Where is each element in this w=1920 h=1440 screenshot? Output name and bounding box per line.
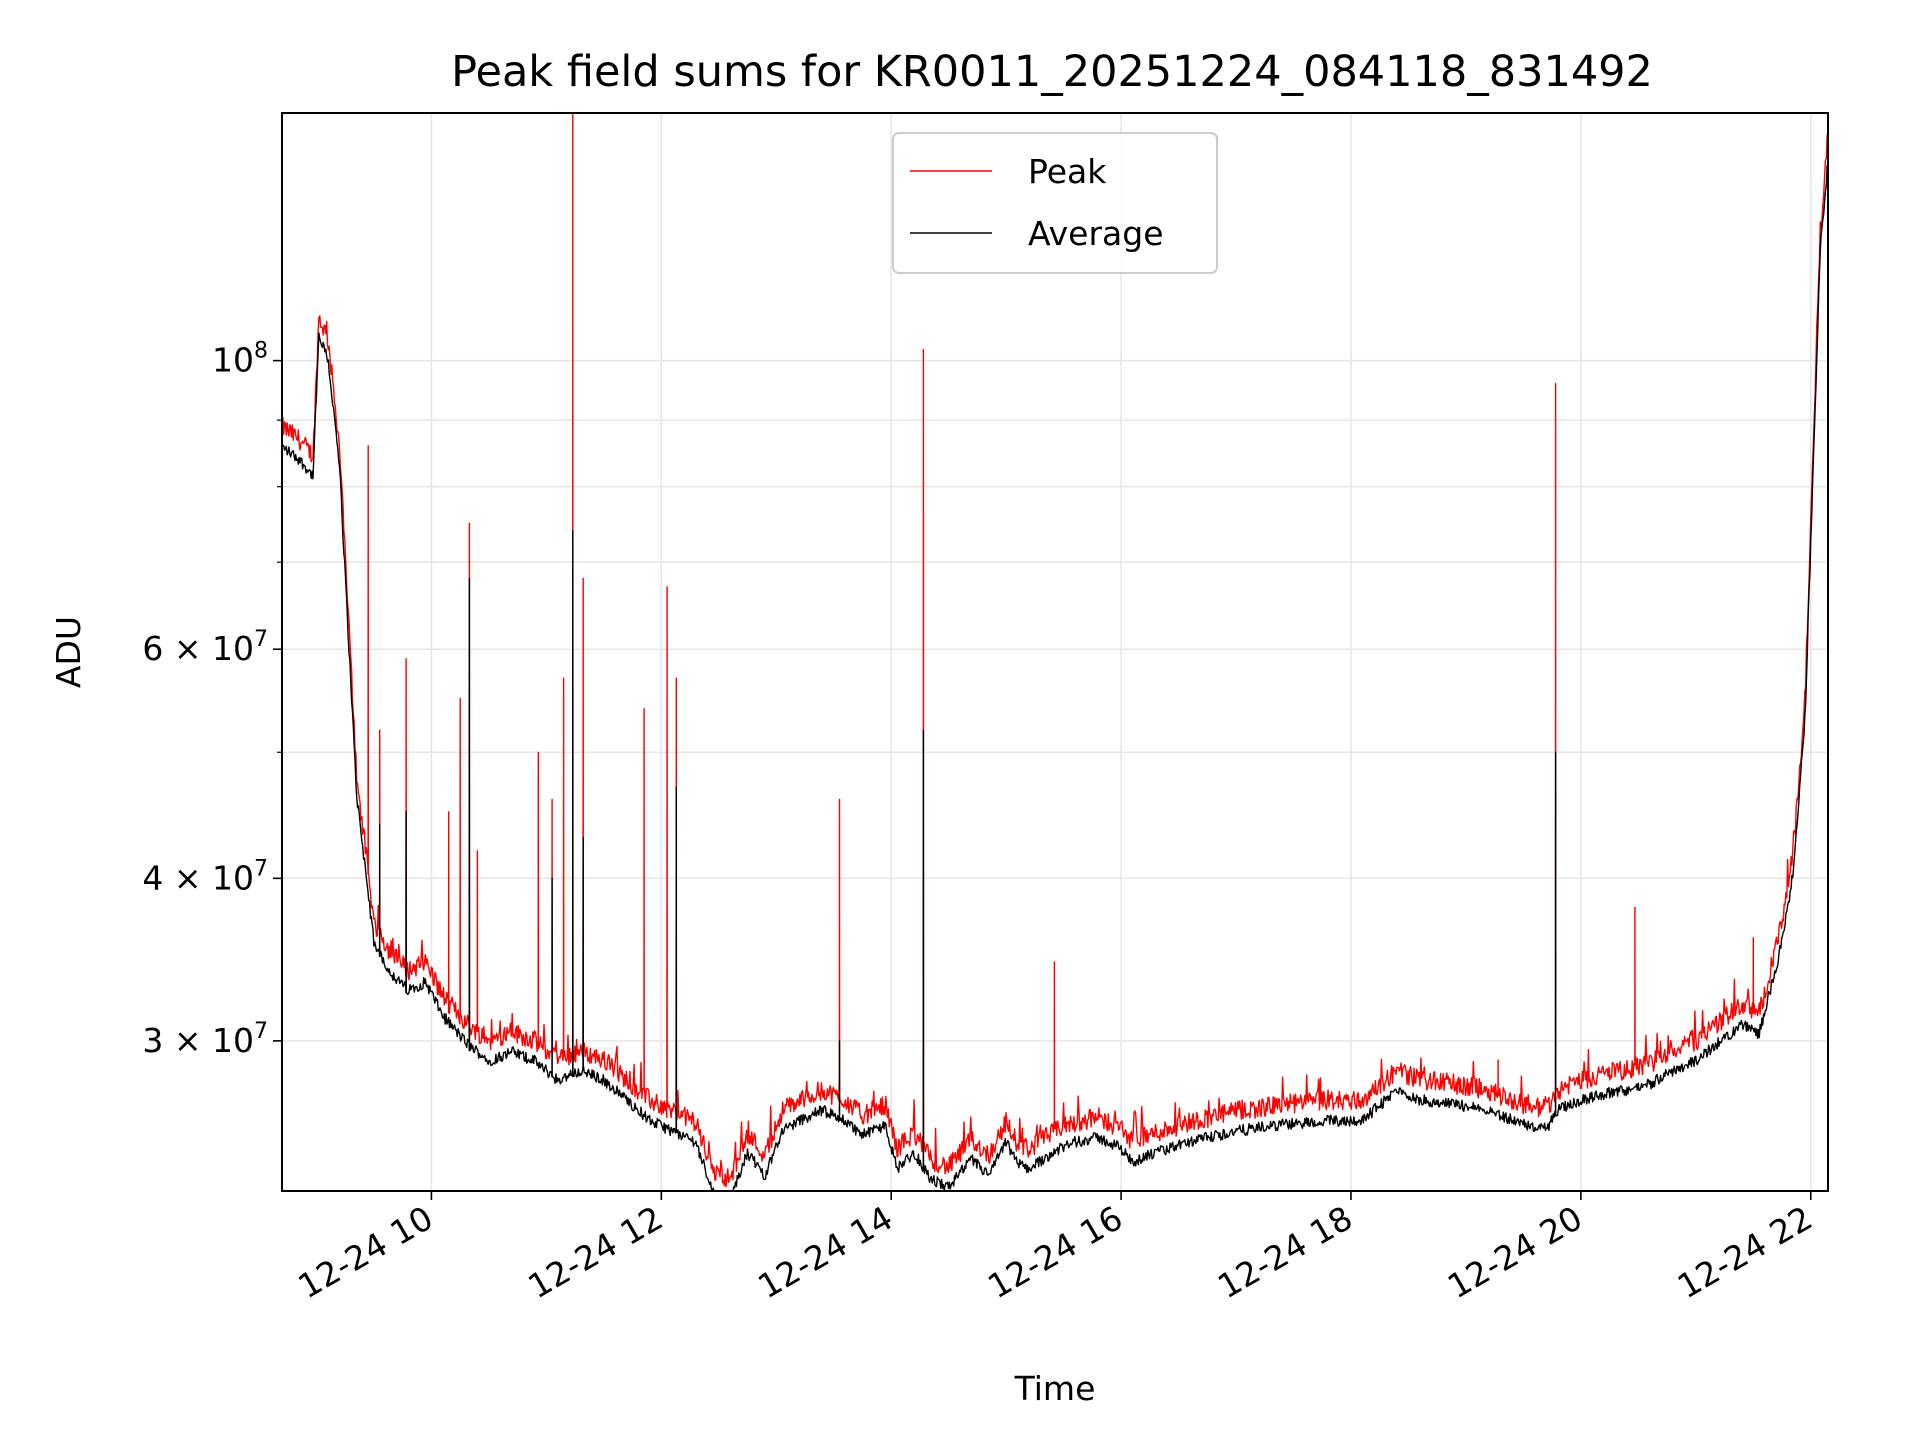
x-axis-label: Time xyxy=(1014,1369,1096,1408)
legend: Peak Average xyxy=(892,132,1218,274)
grid-lines xyxy=(282,113,1828,1191)
series-line-peak xyxy=(282,113,1828,1188)
legend-label-peak: Peak xyxy=(1028,152,1107,191)
y-axis-ticks: 3 × 107 4 × 107 6 × 107 108 xyxy=(142,339,282,1060)
axes-frame xyxy=(281,112,1829,1192)
y-tick-label: 4 × 107 xyxy=(142,856,268,897)
legend-box xyxy=(892,132,1218,274)
chart-title: Peak field sums for KR0011_20251224_0841… xyxy=(451,47,1653,97)
y-axis-label: ADU xyxy=(49,616,88,688)
y-tick-label: 6 × 107 xyxy=(142,627,268,668)
series-layer xyxy=(282,113,1828,1191)
y-tick-label: 3 × 107 xyxy=(142,1019,268,1060)
legend-label-average: Average xyxy=(1028,214,1164,253)
y-tick-label: 108 xyxy=(212,339,268,380)
series-line-average xyxy=(282,163,1828,1191)
